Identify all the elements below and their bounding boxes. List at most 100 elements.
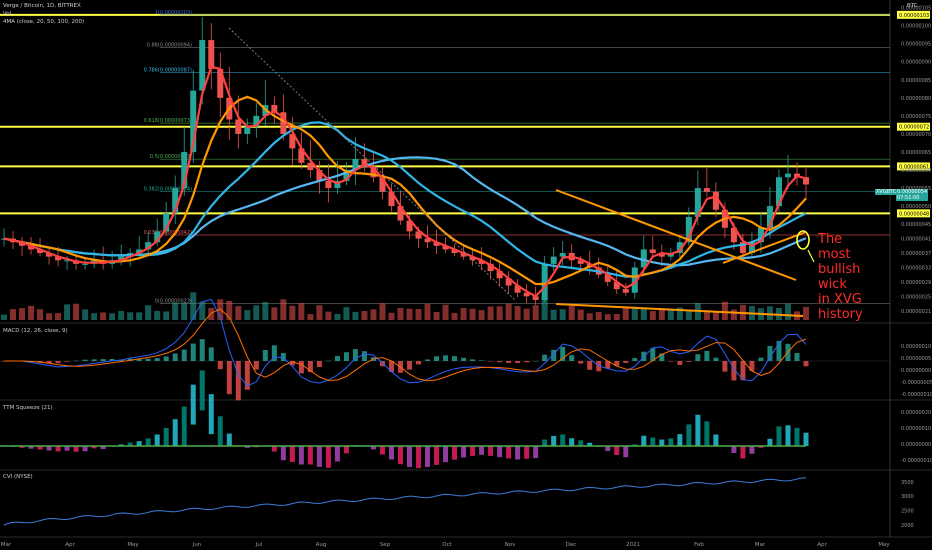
volume-bar — [73, 303, 80, 320]
ttm-histogram-bar — [181, 406, 187, 446]
volume-bar — [271, 307, 278, 320]
volume-bar — [334, 313, 341, 320]
macd-histogram-bar — [271, 345, 277, 361]
macd-histogram-bar — [470, 359, 476, 361]
macd-histogram-bar — [524, 361, 530, 363]
volume-bar — [325, 311, 332, 320]
ttm-histogram-bar — [578, 440, 584, 446]
candle-body — [190, 90, 197, 152]
macd-histogram-bar — [163, 356, 169, 361]
macd-histogram-bar — [352, 349, 358, 361]
volume-bar — [280, 299, 287, 320]
level-tag-label: 0.00000072 — [899, 125, 929, 131]
time-axis[interactable]: Mar Apr May Jun Jul Aug Sep Oct Nov Dec 2021 Feb Mar… — [1, 542, 891, 548]
ttm-histogram-bar — [551, 435, 557, 446]
cvi-label: CVI (NYSE) — [3, 474, 33, 480]
macd-histogram-bar — [172, 353, 178, 361]
ttm-histogram-bar — [244, 446, 250, 448]
candle-body — [442, 245, 449, 250]
ttm-histogram-bar — [515, 446, 521, 460]
volume-bar — [730, 309, 737, 320]
macd-histogram-bar — [109, 358, 115, 361]
volume-bar — [586, 313, 593, 320]
macd-histogram-bar — [479, 360, 485, 361]
volume-bar — [487, 306, 494, 320]
time-tick-label: Mar — [1, 542, 12, 548]
annotation-line: wick — [818, 277, 847, 292]
level-tag-label: 0.00000061 — [899, 164, 929, 170]
candle-body — [325, 180, 332, 189]
pane-frame — [0, 0, 932, 538]
ttm-histogram-bar — [19, 446, 25, 448]
volume-bar — [541, 296, 548, 320]
macd-histogram-bar — [542, 354, 548, 361]
candle-body — [748, 242, 755, 254]
support-trendline — [555, 303, 804, 317]
candle-body — [424, 238, 431, 243]
macd-histogram-bar — [154, 358, 160, 361]
ttm-histogram-bar — [217, 416, 223, 446]
volume-bar — [685, 309, 692, 320]
volume-bar — [550, 309, 557, 320]
vol-label: Vol — [3, 11, 12, 17]
volume-bar — [262, 302, 269, 320]
macd-histogram-bar — [704, 350, 710, 361]
level-tag — [897, 162, 930, 171]
volume-bar — [712, 311, 719, 320]
volume-bar — [631, 306, 638, 320]
volume-bar — [595, 311, 602, 320]
macd-histogram-bar — [280, 353, 286, 361]
price-axis[interactable]: 0.00000105 0.00000100 0.00000095 0.00000090… — [901, 6, 931, 315]
fib-level-label: 0.5(0.00000063) — [150, 154, 192, 160]
volume-bar — [703, 310, 710, 320]
ttm-histogram-bar — [731, 446, 737, 454]
ttm-squeeze-pane: 0.00000020 0.00000010 0.00000000 -0.0000001… — [0, 370, 932, 469]
level-tag — [897, 209, 930, 218]
annotation-line: The — [818, 232, 843, 247]
price-tick-label: 0.00000021 — [901, 309, 931, 315]
macd-histogram-bar — [425, 359, 431, 361]
volume-bar — [397, 307, 404, 320]
ttm-histogram-bar — [55, 446, 61, 452]
fib-level-label: 0.236(0.00000042) — [144, 230, 192, 236]
ttm-histogram-bar — [443, 446, 449, 463]
volume-bar — [289, 305, 296, 320]
time-tick-label: Apr — [817, 542, 827, 548]
volume-bar — [28, 305, 35, 320]
candle-body — [406, 220, 413, 232]
last-price-tag: 0.00000054 07:51:00 — [896, 189, 929, 201]
candle-body — [550, 256, 557, 264]
volume-bar — [235, 306, 242, 320]
macd-histogram-bar — [758, 357, 764, 361]
candle-body — [271, 105, 278, 113]
volume-bar — [361, 311, 368, 320]
candle-body — [649, 249, 656, 254]
volume-bar — [622, 307, 629, 320]
volume-bar — [100, 312, 107, 320]
volume-bar — [424, 304, 431, 320]
resistance-trendline — [555, 189, 797, 281]
macd-histogram-bar — [190, 343, 196, 361]
time-tick-label: Sep — [380, 542, 391, 548]
candle-body — [622, 289, 629, 293]
macd-histogram-bar — [587, 361, 593, 370]
ttm-histogram-bar — [136, 441, 142, 446]
cvi-pane: 3500 3000 2500 2000 — [3, 477, 914, 529]
cvi-tick-label: 3000 — [901, 494, 914, 500]
candle-body — [55, 256, 62, 261]
time-tick-label: Mar — [755, 542, 766, 548]
candle-body — [541, 263, 548, 300]
volume-bar — [496, 306, 503, 320]
ttm-histogram-bar — [461, 446, 467, 458]
macd-histogram-bar — [794, 352, 800, 361]
volume-bar — [676, 307, 683, 320]
candle-body — [199, 40, 206, 91]
ttm-histogram-bar — [46, 446, 52, 451]
ttm-tick-label: -0.00000010 — [901, 458, 932, 464]
candle-body — [712, 191, 719, 210]
ttm-histogram-bar — [470, 446, 476, 456]
ttm-histogram-bar — [686, 424, 692, 446]
volume-bar — [163, 311, 170, 320]
macd-histogram-bar — [767, 345, 773, 361]
